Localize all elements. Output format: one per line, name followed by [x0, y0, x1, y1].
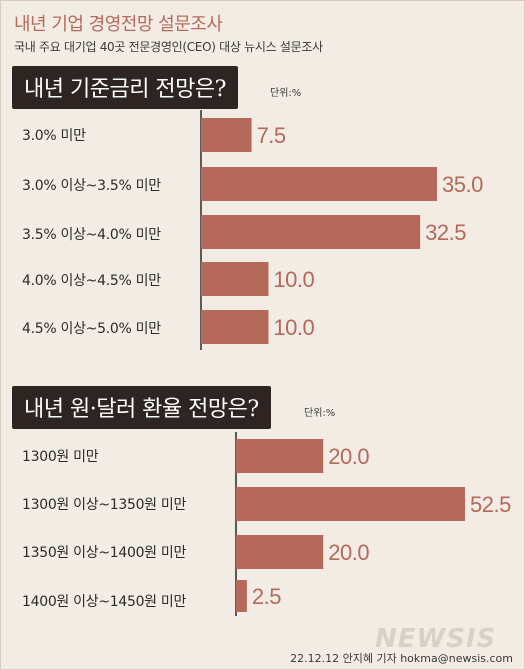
page-title: 내년 기업 경영전망 설문조사 [14, 14, 223, 35]
chart1-bar [201, 215, 421, 249]
chart1-category-label: 3.0% 미만 [22, 128, 86, 144]
chart1-category-label: 4.0% 이상~4.5% 미만 [22, 273, 161, 289]
chart2-title: 내년 원·달러 환율 전망은? [12, 386, 271, 429]
chart1-value-label: 32.5 [425, 220, 466, 245]
chart1-bar [201, 262, 269, 296]
chart2-value-label: 20.0 [328, 444, 369, 469]
chart1-value-label: 35.0 [442, 172, 483, 197]
chart2-bar [236, 535, 324, 569]
chart1-unit: 단위:% [270, 88, 302, 99]
chart1-bar [201, 310, 269, 344]
chart1-bar [201, 118, 252, 152]
chart2-value-label: 52.5 [470, 492, 511, 517]
chart1-category-label: 3.0% 이상~3.5% 미만 [22, 178, 161, 194]
chart2-bar [236, 439, 324, 473]
chart2-category-label: 1300원 이상~1350원 미만 [22, 497, 187, 513]
chart2-category-label: 1400원 이상~1450원 미만 [22, 594, 187, 610]
chart2-bar [236, 487, 465, 521]
chart2-value-label: 20.0 [328, 540, 369, 565]
newsis-watermark: NEWSIS [375, 624, 497, 654]
chart1-bar [201, 167, 437, 201]
chart1-value-label: 10.0 [273, 315, 314, 340]
chart2-category-label: 1300원 미만 [22, 449, 99, 465]
chart1-category-label: 4.5% 이상~5.0% 미만 [22, 321, 161, 337]
chart1-value-label: 7.5 [257, 123, 286, 148]
chart1-title: 내년 기준금리 전망은? [12, 66, 238, 109]
credit-line: 22.12.12 안지혜 기자 hokma@newsis.com [290, 652, 513, 665]
chart2-bar [236, 580, 247, 612]
chart2-unit: 단위:% [304, 408, 336, 419]
page-subtitle: 국내 주요 대기업 40곳 전문경영인(CEO) 대상 뉴시스 설문조사 [14, 40, 323, 54]
chart2-value-label: 2.5 [252, 584, 281, 609]
chart1-category-label: 3.5% 이상~4.0% 미만 [22, 227, 161, 243]
chart2-category-label: 1350원 이상~1400원 미만 [22, 545, 187, 561]
chart1-value-label: 10.0 [273, 267, 314, 292]
